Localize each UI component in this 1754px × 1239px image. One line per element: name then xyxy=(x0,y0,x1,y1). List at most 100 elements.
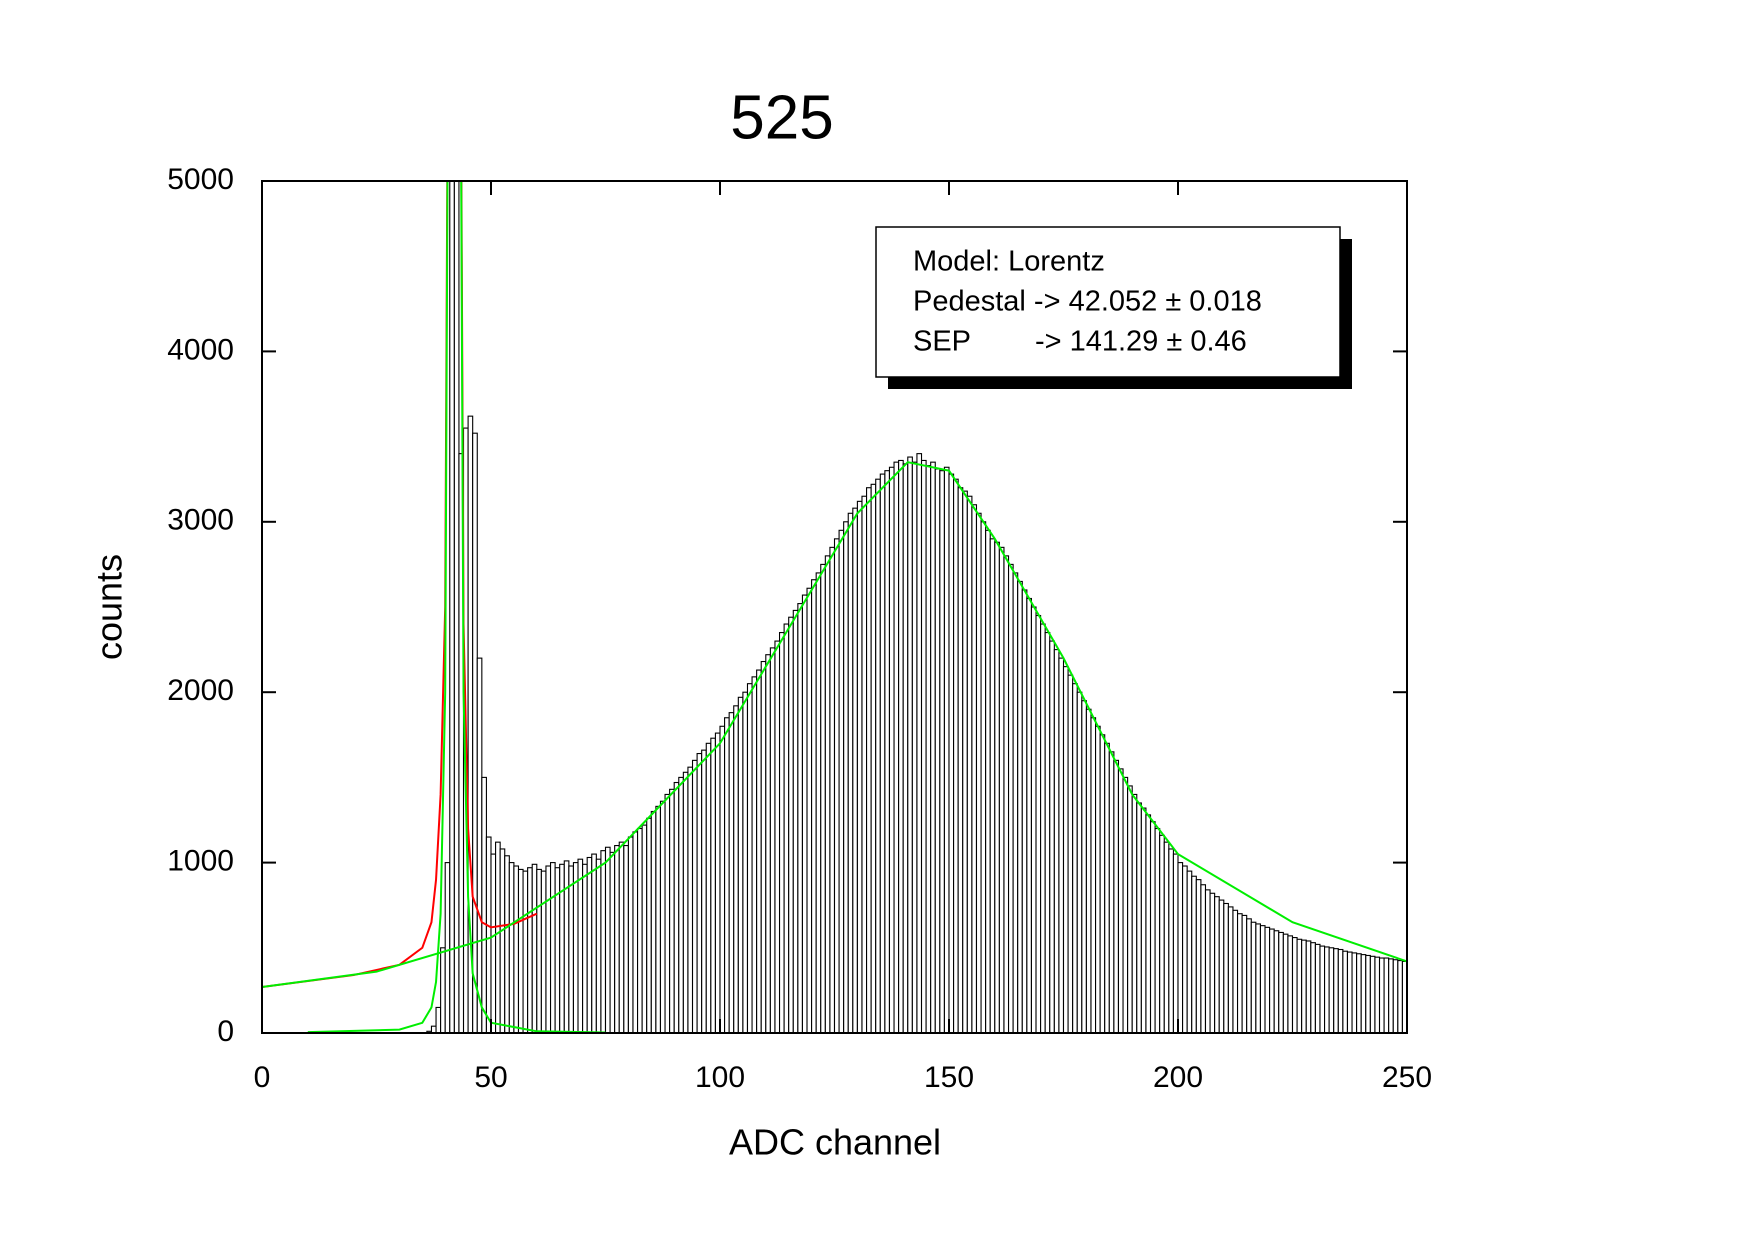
bar xyxy=(920,459,927,1033)
annotation: Model: Lorentz xyxy=(913,246,1105,278)
bar xyxy=(953,478,959,1033)
bar xyxy=(1159,834,1165,1033)
x-tick-label: 100 xyxy=(695,1061,745,1094)
bar xyxy=(637,827,643,1033)
bar xyxy=(1108,751,1115,1033)
bar xyxy=(659,800,666,1033)
bar xyxy=(609,851,616,1033)
bar xyxy=(449,181,455,1033)
bar xyxy=(838,529,845,1033)
bar xyxy=(682,771,689,1033)
bar xyxy=(1356,953,1362,1033)
y-axis-label: counts xyxy=(89,554,130,660)
fit-curve xyxy=(262,461,1407,988)
bar xyxy=(513,865,520,1033)
bar xyxy=(687,766,694,1033)
bar xyxy=(811,579,817,1033)
bar xyxy=(879,473,886,1033)
annotation: Pedestal -> 42.052 ± 0.018 xyxy=(913,286,1262,318)
bar xyxy=(641,824,648,1033)
bar xyxy=(907,456,913,1033)
legend-box xyxy=(875,226,1341,378)
bar xyxy=(618,841,625,1033)
bar xyxy=(728,712,735,1033)
bar xyxy=(820,563,826,1033)
bar xyxy=(957,487,964,1033)
bar xyxy=(499,848,506,1033)
bar xyxy=(600,850,607,1033)
bar xyxy=(591,853,597,1033)
bar xyxy=(1131,793,1138,1033)
bar xyxy=(1136,802,1142,1033)
bar xyxy=(582,863,588,1033)
bar xyxy=(476,657,483,1033)
bar xyxy=(797,603,803,1033)
bar xyxy=(655,805,662,1033)
y-tick-label: 1000 xyxy=(167,845,234,878)
bar xyxy=(1058,657,1065,1033)
bar xyxy=(495,841,501,1033)
bar xyxy=(1378,957,1385,1033)
x-tick-label: 150 xyxy=(924,1061,974,1094)
bar xyxy=(490,853,497,1033)
bar xyxy=(1012,572,1019,1033)
y-tick-label: 5000 xyxy=(167,163,234,196)
bar xyxy=(664,793,671,1033)
bar xyxy=(1044,632,1051,1033)
bar xyxy=(595,858,602,1033)
bar xyxy=(430,1025,437,1033)
bar xyxy=(440,947,446,1033)
bar xyxy=(1168,848,1174,1033)
bar xyxy=(604,846,611,1033)
bar xyxy=(678,776,684,1033)
bar xyxy=(815,572,822,1033)
bar xyxy=(1117,768,1124,1033)
curves xyxy=(262,181,1407,1033)
bar xyxy=(1145,814,1152,1033)
bar xyxy=(792,609,799,1033)
bar xyxy=(943,466,950,1033)
bar xyxy=(788,616,794,1033)
bar xyxy=(1342,950,1349,1033)
bar xyxy=(1337,948,1344,1033)
bar xyxy=(545,865,552,1033)
bar xyxy=(577,858,584,1033)
bar xyxy=(806,587,813,1033)
bar xyxy=(994,541,1000,1033)
bar xyxy=(527,867,533,1033)
x-tick-label: 250 xyxy=(1382,1061,1432,1094)
bar xyxy=(481,776,487,1033)
bar xyxy=(1310,942,1316,1033)
bar xyxy=(1085,708,1092,1033)
bar xyxy=(646,817,652,1033)
bar xyxy=(861,495,868,1033)
bar xyxy=(1182,865,1188,1033)
fit-curve xyxy=(307,181,606,1033)
bar xyxy=(724,717,730,1033)
bar xyxy=(508,862,515,1033)
bar xyxy=(1172,853,1179,1033)
bar xyxy=(1392,959,1399,1033)
y-tick-label: 2000 xyxy=(167,674,234,707)
bar xyxy=(989,538,996,1033)
bar xyxy=(444,862,451,1033)
bars xyxy=(426,181,1407,1033)
bar xyxy=(801,594,808,1033)
bar xyxy=(632,831,639,1033)
bar xyxy=(1099,734,1106,1033)
bar xyxy=(673,781,680,1033)
bar xyxy=(1264,926,1271,1033)
bar xyxy=(650,810,657,1033)
bar xyxy=(1104,742,1110,1033)
bar xyxy=(1021,589,1028,1033)
bar xyxy=(783,623,790,1033)
bar xyxy=(1140,807,1147,1033)
fit-curve xyxy=(262,181,538,988)
bar xyxy=(1214,896,1220,1033)
bar xyxy=(1301,939,1307,1033)
bar xyxy=(696,752,703,1033)
bar xyxy=(1191,875,1197,1033)
y-tick-label: 3000 xyxy=(167,504,234,537)
bar xyxy=(751,676,758,1033)
